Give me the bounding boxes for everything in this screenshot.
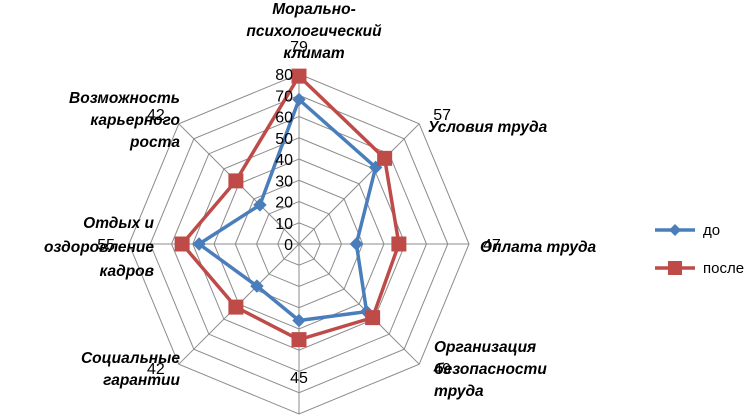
tick-label: 0 — [284, 237, 293, 254]
tick-label: 10 — [275, 216, 293, 233]
series-point — [174, 236, 190, 252]
series-point — [228, 173, 244, 189]
tick-label: 30 — [275, 173, 293, 190]
series-point — [228, 299, 244, 315]
data-label: 49 — [433, 361, 451, 378]
category-label: Организация безопасности труда — [434, 339, 547, 400]
data-label: 79 — [290, 39, 308, 56]
series-point — [253, 198, 267, 212]
series-point — [291, 332, 307, 348]
grid-spoke — [298, 123, 420, 245]
data-label: 42 — [147, 361, 165, 378]
data-labels: 79 57 47 49 45 42 55 42 — [97, 39, 501, 387]
data-label: 45 — [290, 370, 308, 387]
tick-label: 40 — [275, 152, 293, 169]
series-point — [365, 310, 381, 326]
category-label: Возможность карьерного роста — [69, 90, 180, 151]
series-point — [292, 313, 306, 328]
tick-label: 60 — [275, 110, 293, 127]
category-labels: Морально-психологический климат Условия тр… — [44, 1, 597, 400]
series-point — [291, 68, 307, 84]
series-point — [377, 150, 393, 166]
data-label: 42 — [147, 107, 165, 124]
category-label: Оплата труда — [480, 239, 597, 256]
data-label: 57 — [433, 107, 451, 124]
category-label: Условия труда — [428, 119, 548, 136]
axis-tick-labels: 0 10 20 30 40 50 60 70 80 — [275, 67, 293, 254]
category-label: Социальные гарантии — [81, 350, 181, 389]
tick-label: 50 — [275, 131, 293, 148]
tick-label: 80 — [275, 67, 293, 84]
legend-marker — [668, 261, 682, 275]
data-label: 47 — [483, 237, 501, 254]
legend-marker — [669, 224, 681, 236]
legend-label: после — [703, 260, 744, 277]
radar-series — [174, 68, 407, 348]
series-point — [192, 237, 206, 251]
grid-spoke — [298, 243, 420, 365]
tick-label: 20 — [275, 195, 293, 212]
series-point — [391, 236, 407, 252]
category-label: Морально-психологический климат — [246, 1, 382, 62]
series-point — [349, 237, 364, 251]
legend: до после — [655, 222, 744, 277]
data-label: 55 — [97, 237, 115, 254]
series-point — [250, 279, 264, 293]
series-point — [292, 92, 306, 107]
legend-label: до — [703, 222, 720, 239]
tick-label: 70 — [275, 88, 293, 105]
category-label: Отдых и оздоровление кадров — [44, 215, 155, 280]
